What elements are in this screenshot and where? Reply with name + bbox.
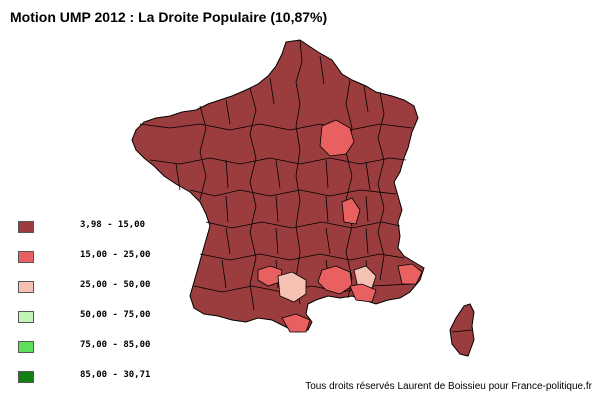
legend-swatch <box>18 311 34 323</box>
legend-label: 15,00 - 25,00 <box>80 250 151 260</box>
department-alpes-maritimes <box>397 263 423 285</box>
legend-label: 25,00 - 50,00 <box>80 280 151 290</box>
legend-swatch <box>18 221 34 233</box>
legend-label: 3,98 - 15,00 <box>80 220 146 230</box>
corsica-border <box>451 329 473 333</box>
legend-label: 50,00 - 75,00 <box>80 310 151 320</box>
department-aube <box>319 119 355 157</box>
department-rhone <box>341 197 361 225</box>
corsica <box>449 303 475 357</box>
legend-swatch <box>18 281 34 293</box>
legend-swatch <box>18 371 34 383</box>
legend-swatch <box>18 341 34 353</box>
department-bouches-du-rhone <box>349 283 377 303</box>
mainland-france <box>131 39 425 333</box>
legend-label: 85,00 - 30,71 <box>80 370 151 380</box>
copyright-credit: Tous droits réservés Laurent de Boissieu… <box>305 381 592 392</box>
map-title: Motion UMP 2012 : La Droite Populaire (1… <box>10 9 328 25</box>
department-haute-garonne <box>277 271 307 303</box>
department-pyrenees-orientales <box>281 313 311 333</box>
legend-swatch <box>18 251 34 263</box>
department-gard <box>317 265 353 295</box>
department-borders <box>139 39 413 311</box>
legend-label: 75,00 - 85,00 <box>80 340 151 350</box>
